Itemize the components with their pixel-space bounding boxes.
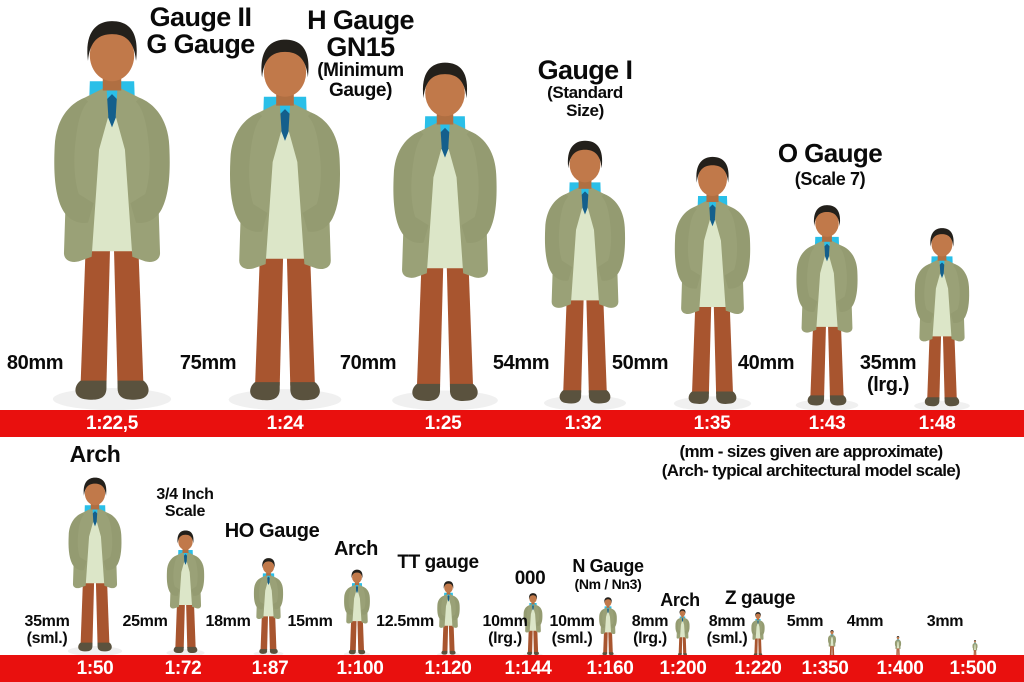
size-label-70mm: 70mm [339,352,397,374]
scale-bar-bottom: 1:50 1:72 1:87 1:100 1:120 1:144 1:160 1… [0,655,1024,682]
figure-25mm-threequarter-inch [166,530,205,657]
size-label-35mm-sml: 35mm (sml.) [24,613,70,647]
note-line-mm: (mm - sizes given are approximate) [679,442,943,461]
gauge-title-n-gauge: N Gauge (Nm / Nn3) [572,556,644,593]
figure-4mm [894,636,902,657]
scale-ratio-label: 1:160 [586,658,634,679]
scale-ratio-label: 1:22,5 [85,413,139,434]
size-label-18mm: 18mm [205,613,251,630]
scale-ratio-label: 1:120 [424,658,472,679]
size-label-4mm: 4mm [846,613,884,630]
scale-ratio-label: 1:500 [949,658,997,679]
gauge-title-000: 000 [514,568,546,589]
size-label-5mm: 5mm [786,613,824,630]
scale-ratio-label: 1:35 [693,413,731,434]
gauge-title-ho: HO Gauge [224,520,320,542]
size-label-25mm: 25mm [122,613,168,630]
gauge-title-g-gauge: Gauge II G Gauge [146,2,255,59]
size-label-3mm: 3mm [926,613,964,630]
scale-bar-top: 1:22,5 1:24 1:25 1:32 1:35 1:43 1:48 [0,410,1024,437]
scale-ratio-label: 1:220 [734,658,782,679]
figure-15mm-arch [343,569,371,657]
size-label-12-5mm: 12.5mm [376,613,434,630]
size-label-50mm: 50mm [611,352,669,374]
scale-ratio-label: 1:24 [266,413,304,434]
size-label-15mm: 15mm [287,613,333,630]
scale-ratio-label: 1:25 [424,413,462,434]
gauge-title-tt: TT gauge [397,552,479,573]
size-label-54mm: 54mm [492,352,550,374]
gauge-title-gauge1: Gauge I (Standard Size) [537,55,633,120]
scale-ratio-label: 1:350 [801,658,849,679]
footnotes: (mm - sizes given are approximate) (Arch… [606,442,1016,480]
scale-ratio-label: 1:48 [918,413,956,434]
note-line-arch: (Arch- typical architectural model scale… [661,461,961,480]
scale-ratio-label: 1:87 [251,658,289,679]
scale-ratio-label: 1:72 [164,658,202,679]
scale-ratio-label: 1:32 [564,413,602,434]
scale-ratio-label: 1:100 [336,658,384,679]
size-label-40mm: 40mm [737,352,795,374]
gauge-title-threequarter-inch: 3/4 Inch Scale [156,486,214,520]
size-label-35mm-lrg: 35mm (lrg.) [859,352,917,396]
size-label-10mm-sml: 10mm (sml.) [549,613,595,647]
figure-5mm [827,630,837,657]
figure-18mm-ho-gauge [253,558,284,657]
gauge-title-arch-35: Arch [69,441,121,467]
scale-ratio-label: 1:43 [808,413,846,434]
gauge-title-h-gauge: H Gauge GN15 (Minimum Gauge) [307,5,414,101]
scale-ratio-label: 1:200 [659,658,707,679]
size-label-8mm-sml: 8mm (sml.) [706,613,748,647]
gauge-title-z-gauge: Z gauge [724,588,796,609]
gauge-title-arch-15: Arch [334,538,378,560]
size-label-75mm: 75mm [179,352,237,374]
scale-ratio-label: 1:144 [504,658,552,679]
scale-ratio-label: 1:400 [876,658,924,679]
gauge-title-o-gauge: O Gauge (Scale 7) [777,138,883,189]
gauge-title-arch-8: Arch [660,590,700,610]
size-label-80mm: 80mm [6,352,64,374]
size-label-8mm-lrg: 8mm (lrg.) [631,613,669,647]
scale-ratio-label: 1:50 [76,658,114,679]
size-label-10mm-lrg: 10mm (lrg.) [482,613,528,647]
